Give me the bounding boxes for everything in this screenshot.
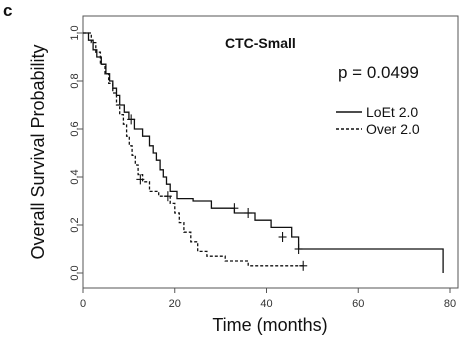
- plot-frame: [82, 15, 459, 289]
- x-axis-label: Time (months): [212, 315, 327, 335]
- censor-mark-over: [163, 191, 172, 202]
- censor-mark-loet: [294, 244, 303, 254]
- censor-mark-over: [299, 260, 308, 271]
- x-axis: 0 20 40 60 80: [80, 288, 456, 310]
- km-curve-over: [83, 32, 304, 267]
- y-tick-label: 0.6: [69, 121, 81, 136]
- chart-title: CTC-Small: [225, 35, 296, 51]
- y-tick-label: 0.8: [69, 73, 81, 88]
- y-tick-label: 0.2: [69, 217, 81, 232]
- censor-mark-loet: [230, 203, 239, 214]
- plot-border: [82, 15, 459, 289]
- censor-mark-loet: [244, 208, 253, 218]
- x-tick-label: 40: [260, 298, 272, 310]
- censor-mark-loet: [127, 114, 136, 125]
- legend-label-loet: LoEt 2.0: [366, 104, 418, 120]
- y-axis: 0.0 0.2 0.4 0.6 0.8 1.0: [69, 25, 83, 281]
- x-tick-label: 20: [169, 298, 181, 310]
- legend: LoEt 2.0 Over 2.0: [336, 104, 420, 137]
- y-tick-label: 0.4: [69, 169, 81, 184]
- y-tick-label: 1.0: [69, 25, 81, 40]
- x-tick-label: 0: [80, 298, 86, 310]
- km-curve-loet: [83, 32, 444, 273]
- x-tick-label: 80: [444, 298, 456, 310]
- series-layer: [83, 32, 444, 273]
- censor-mark-over: [136, 174, 145, 185]
- panel-letter: c: [3, 1, 12, 20]
- legend-label-over: Over 2.0: [366, 121, 420, 137]
- y-axis-label: Overall Survival Probability: [28, 44, 48, 259]
- x-tick-label: 60: [352, 298, 364, 310]
- censor-mark-loet: [278, 232, 287, 242]
- p-value-annotation: p = 0.0499: [338, 63, 419, 82]
- y-tick-label: 0.0: [69, 265, 81, 280]
